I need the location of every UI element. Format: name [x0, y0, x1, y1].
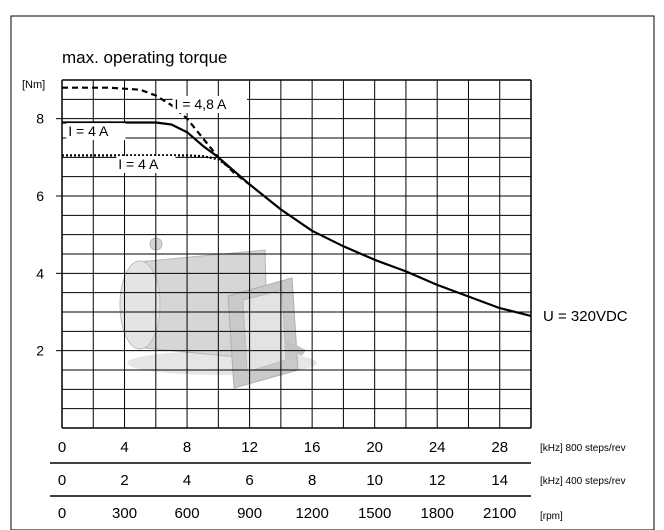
y-axis-unit: [Nm] — [22, 79, 45, 91]
x-tick-label: 6 — [245, 472, 253, 489]
series-label: I = 4 A — [68, 123, 109, 139]
y-tick-label: 4 — [36, 265, 44, 281]
x-tick-label: 8 — [308, 472, 316, 489]
x-tick-label: 14 — [491, 472, 508, 489]
series-labels: I = 4,8 A I = 4 A I = 4 A U = 320VDC — [66, 96, 628, 325]
x-tick-label: 4 — [120, 439, 128, 456]
x-tick-label: 20 — [366, 439, 383, 456]
x-tick-label: 12 — [429, 472, 446, 489]
x-tick-label: 4 — [183, 472, 191, 489]
x-tick-label: 0 — [58, 505, 66, 522]
y-tick-label: 2 — [36, 343, 44, 359]
series-label: I = 4 A — [118, 156, 159, 172]
x-tick-label: 28 — [491, 439, 508, 456]
x-tick-label: 300 — [112, 505, 137, 522]
x-tick-label: 900 — [237, 505, 262, 522]
y-tick-label: 8 — [36, 111, 44, 127]
series-label-bg — [116, 155, 176, 173]
x-tick-label: 0 — [58, 472, 66, 489]
series-line-dotted — [62, 154, 235, 172]
x-axis-unit: [rpm] — [540, 511, 563, 522]
x-tick-label: 1200 — [295, 505, 328, 522]
chart-title: max. operating torque — [62, 48, 227, 67]
x-tick-label: 12 — [241, 439, 258, 456]
grid — [61, 79, 532, 429]
x-tick-label: 2 — [120, 472, 128, 489]
x-axis-unit: [kHz] 400 steps/rev — [540, 476, 626, 487]
series-label: I = 4,8 A — [175, 96, 227, 112]
y-axis-ticks: 2 4 6 8 — [36, 111, 62, 359]
x-tick-label: 10 — [366, 472, 383, 489]
outer-frame — [10, 15, 655, 530]
series-label-bg — [66, 123, 126, 141]
x-tick-label: 2100 — [483, 505, 516, 522]
x-tick-label: 24 — [429, 439, 446, 456]
x-tick-label: 1800 — [421, 505, 454, 522]
x-tick-label: 600 — [175, 505, 200, 522]
series-label-bg — [172, 96, 247, 113]
x-tick-label: 8 — [183, 439, 191, 456]
x-axis-unit: [kHz] 800 steps/rev — [540, 443, 626, 454]
x-tick-label: 0 — [58, 439, 66, 456]
y-tick-label: 6 — [36, 188, 44, 204]
x-tick-label: 16 — [304, 439, 321, 456]
series-line-solid — [62, 121, 532, 317]
x-tick-label: 1500 — [358, 505, 391, 522]
voltage-annotation: U = 320VDC — [543, 308, 628, 325]
